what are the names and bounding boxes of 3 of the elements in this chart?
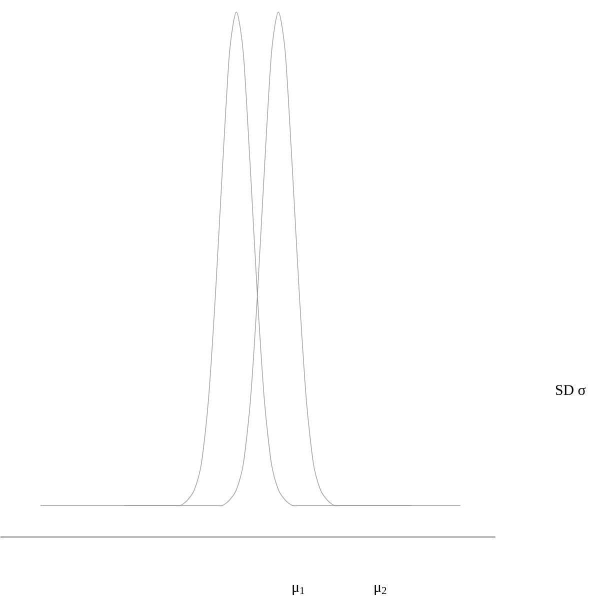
text: SD σ (556, 384, 586, 396)
text: μ$_{2}$ (374, 584, 386, 596)
text: μ$_{1}$ (292, 584, 304, 596)
